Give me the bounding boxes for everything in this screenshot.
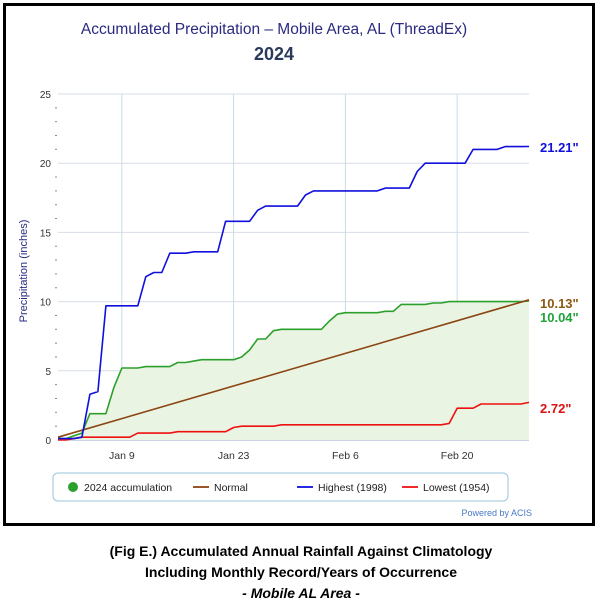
end-labels: 21.21" 10.13"10.04" 2.72" [540,140,579,416]
y-tick-label: 25 [40,90,52,101]
y-axis-ticks: 0 5 10 15 20 25 [40,90,52,447]
y-tick-label: 5 [45,367,51,378]
x-tick-label: Feb 6 [332,450,359,462]
caption-line-3: - Mobile AL Area - [242,585,360,601]
series-line-highest-1998 [58,145,530,440]
legend-item-label: 2024 accumulation [84,482,172,494]
x-axis-ticks: Jan 9 Jan 23 Feb 6 Feb 20 [109,450,474,462]
series-end-label: 10.04" [540,310,579,325]
x-tick-label: Feb 20 [441,450,474,462]
y-tick-label: 10 [40,298,52,309]
y-tick-label: 20 [40,159,52,170]
legend-item-label: Highest (1998) [318,482,387,494]
legend-item-label: Normal [214,482,248,494]
caption-line-1: (Fig E.) Accumulated Annual Rainfall Aga… [109,543,493,559]
chart-title: Accumulated Precipitation – Mobile Area,… [81,21,467,38]
x-tick-label: Jan 23 [218,450,250,462]
chart-subtitle: 2024 [254,44,294,64]
precipitation-chart: Accumulated Precipitation – Mobile Area,… [18,21,579,518]
credit-text: Powered by ACIS [461,508,532,518]
series-line-lowest-1954 [58,401,530,441]
series-end-label: 10.13" [540,296,579,311]
series-line-2024-accumulation [58,300,530,440]
chart-frame: Accumulated Precipitation – Mobile Area,… [3,3,595,526]
legend-marker-dot [68,482,78,492]
legend-item-label: Lowest (1954) [423,482,490,494]
series-end-label: 2.72" [540,401,571,416]
y-axis-label: Precipitation (inches) [18,220,30,323]
series-group [57,145,530,441]
series-line-normal [57,299,530,438]
x-tick-label: Jan 9 [109,450,135,462]
series-area-2024-accumulation [58,301,529,440]
legend-box [52,472,509,502]
caption-line-2: Including Monthly Record/Years of Occurr… [145,564,457,580]
series-end-label: 21.21" [540,140,579,155]
y-tick-label: 15 [40,228,52,239]
y-tick-label: 0 [45,436,51,447]
legend: 2024 accumulation Normal Highest (1998) Low… [52,472,509,502]
